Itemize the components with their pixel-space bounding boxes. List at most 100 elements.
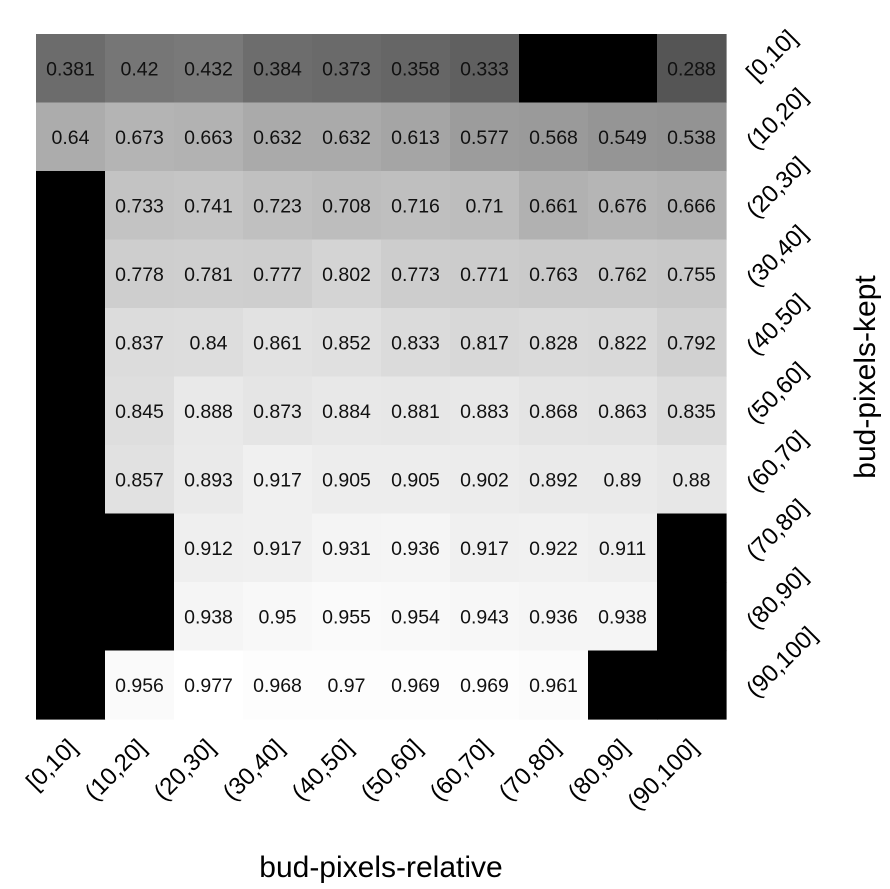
heatmap-cell-label: 0.883	[460, 401, 509, 423]
y-tick-label: (40,50]	[741, 289, 813, 361]
heatmap-cell	[174, 239, 244, 309]
heatmap-cell	[381, 34, 451, 104]
x-tick-label: [0,10]	[21, 734, 83, 796]
heatmap-cell	[657, 171, 727, 241]
heatmap-cell-missing	[36, 239, 106, 309]
heatmap-cell	[519, 308, 589, 378]
heatmap-cell-label: 0.835	[667, 401, 716, 423]
y-axis-ticks: [0,10](10,20](20,30](30,40](40,50](50,60…	[741, 25, 822, 703]
heatmap-cell	[450, 513, 520, 583]
heatmap-cell	[450, 582, 520, 652]
heatmap-cell-label: 0.549	[598, 127, 647, 149]
heatmap-cell	[312, 582, 382, 652]
heatmap-cell-label: 0.822	[598, 332, 647, 354]
heatmap-cell-label: 0.956	[115, 675, 164, 697]
heatmap-cell	[657, 239, 727, 309]
heatmap-cell	[312, 171, 382, 241]
heatmap-cell	[312, 34, 382, 104]
heatmap-cell-label: 0.741	[184, 195, 233, 217]
heatmap-cell	[174, 582, 244, 652]
heatmap-cell	[519, 376, 589, 446]
heatmap-cell	[243, 445, 313, 515]
heatmap-cell-label: 0.884	[322, 401, 371, 423]
y-tick-label: [0,10]	[741, 25, 803, 87]
heatmap-cell	[450, 171, 520, 241]
heatmap-cell	[588, 171, 658, 241]
heatmap-cell	[657, 445, 727, 515]
heatmap-cell	[243, 102, 313, 172]
heatmap-cell	[588, 376, 658, 446]
heatmap-cell	[588, 582, 658, 652]
heatmap-cell	[381, 376, 451, 446]
heatmap-cell	[105, 376, 175, 446]
heatmap-cell-label: 0.961	[529, 675, 578, 697]
heatmap-cell-missing	[36, 308, 106, 378]
heatmap-cell-label: 0.936	[391, 538, 440, 560]
heatmap-cell	[519, 650, 589, 720]
heatmap-cell-label: 0.333	[460, 58, 509, 80]
heatmap-cell-label: 0.673	[115, 127, 164, 149]
heatmap-cell	[588, 102, 658, 172]
heatmap-cell	[312, 102, 382, 172]
heatmap-cell-label: 0.977	[184, 675, 233, 697]
heatmap-cell-label: 0.938	[184, 606, 233, 628]
heatmap-cell	[381, 102, 451, 172]
x-tick-label: (90,100]	[622, 734, 703, 815]
heatmap-cell-label: 0.708	[322, 195, 371, 217]
x-axis-title: bud-pixels-relative	[259, 851, 502, 884]
heatmap-cell-label: 0.97	[328, 675, 366, 697]
heatmap-cell	[36, 102, 106, 172]
heatmap-cell-label: 0.833	[391, 332, 440, 354]
heatmap-cell	[312, 239, 382, 309]
heatmap-cell-label: 0.828	[529, 332, 578, 354]
heatmap-cell-label: 0.666	[667, 195, 716, 217]
heatmap-cell-label: 0.64	[52, 127, 90, 149]
heatmap-cell-label: 0.917	[253, 469, 302, 491]
heatmap-cell-label: 0.661	[529, 195, 578, 217]
heatmap-cell-missing	[657, 513, 727, 583]
heatmap-cell	[243, 34, 313, 104]
heatmap-cell-label: 0.84	[190, 332, 228, 354]
heatmap-cell-label: 0.773	[391, 264, 440, 286]
heatmap-cell-label: 0.863	[598, 401, 647, 423]
heatmap-cell	[174, 34, 244, 104]
heatmap-cell	[381, 445, 451, 515]
heatmap-cell	[450, 308, 520, 378]
y-tick-label: (90,100]	[741, 622, 822, 703]
heatmap-cell	[174, 650, 244, 720]
heatmap-cell	[312, 445, 382, 515]
heatmap-cell	[588, 513, 658, 583]
heatmap-cell-label: 0.755	[667, 264, 716, 286]
heatmap-cell-label: 0.89	[604, 469, 642, 491]
heatmap-cell	[381, 650, 451, 720]
heatmap-cell-label: 0.802	[322, 264, 371, 286]
heatmap-cells	[36, 34, 727, 720]
x-tick-label: (40,50]	[287, 734, 359, 806]
heatmap-cell-missing	[36, 171, 106, 241]
heatmap-cell-label: 0.663	[184, 127, 233, 149]
heatmap-cell	[519, 102, 589, 172]
heatmap-cell-label: 0.723	[253, 195, 302, 217]
heatmap-cell	[243, 582, 313, 652]
heatmap-cell	[450, 239, 520, 309]
heatmap-cell-label: 0.845	[115, 401, 164, 423]
heatmap-cell-label: 0.917	[253, 538, 302, 560]
heatmap-cell-label: 0.955	[322, 606, 371, 628]
heatmap-cell-label: 0.922	[529, 538, 578, 560]
heatmap-cell-label: 0.71	[466, 195, 504, 217]
heatmap-cell-label: 0.733	[115, 195, 164, 217]
heatmap-cell-label: 0.778	[115, 264, 164, 286]
heatmap-cell-label: 0.905	[322, 469, 371, 491]
heatmap-cell-label: 0.893	[184, 469, 233, 491]
x-tick-label: (60,70]	[425, 734, 497, 806]
heatmap-cell	[588, 445, 658, 515]
heatmap-cell	[243, 171, 313, 241]
heatmap-cell-missing	[519, 34, 589, 104]
heatmap-cell-label: 0.632	[253, 127, 302, 149]
heatmap-cell-label: 0.538	[667, 127, 716, 149]
heatmap-cell	[657, 308, 727, 378]
heatmap-cell	[519, 239, 589, 309]
heatmap-cell	[105, 308, 175, 378]
heatmap-cell-label: 0.969	[460, 675, 509, 697]
heatmap-cell	[36, 34, 106, 104]
